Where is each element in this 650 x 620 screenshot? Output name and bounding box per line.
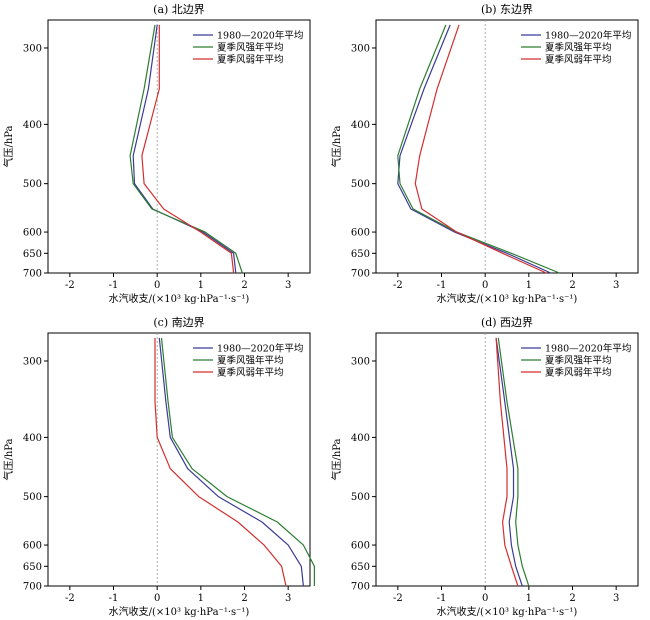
x-tick-label: 2: [241, 280, 247, 291]
y-axis-label: 气压/hPa: [330, 438, 343, 480]
x-tick-label: -2: [393, 280, 403, 291]
plot-frame: [47, 332, 311, 587]
x-tick-label: -2: [65, 593, 75, 604]
x-tick-label: 1: [198, 593, 204, 604]
y-tick-label: 600: [23, 541, 42, 552]
x-tick-label: 3: [285, 280, 291, 291]
y-tick-label: 400: [23, 433, 42, 444]
chart-panel-1: (a) 北边界 -2 -1 0 1 2 3 300 400 500 600 650 700 水汽收支/(×…: [2, 3, 311, 305]
chart-title: (b) 东边界: [481, 3, 533, 16]
x-axis-label: 水汽收支/(×10³ kg·hPa⁻¹·s⁻¹): [437, 292, 578, 305]
y-tick-label: 600: [351, 541, 370, 552]
series-line-2: [160, 337, 315, 586]
y-tick-label: 300: [351, 43, 370, 54]
y-tick-label: 650: [23, 562, 42, 573]
legend-label: 夏季风强年平均: [217, 355, 284, 367]
series-line-2: [397, 24, 560, 274]
chart-title: (a) 北边界: [153, 3, 205, 16]
y-tick-label: 300: [23, 43, 42, 54]
x-tick-label: 1: [526, 280, 532, 291]
y-tick-label: 300: [351, 356, 370, 367]
y-tick-label: 500: [351, 179, 370, 190]
y-tick-label: 700: [23, 582, 42, 593]
x-tick-label: 2: [241, 593, 247, 604]
series-line-1: [397, 24, 551, 274]
y-tick-label: 500: [23, 492, 42, 503]
x-tick-label: 3: [285, 593, 291, 604]
y-tick-label: 400: [23, 120, 42, 131]
chart-panel-2: (b) 东边界 -2 -1 0 1 2 3 300 400 500 600 650 700 水汽收支/(×…: [330, 3, 639, 305]
x-tick-label: -1: [109, 593, 119, 604]
x-tick-label: -1: [109, 280, 119, 291]
legend-label: 1980—2020年平均: [217, 343, 303, 355]
y-tick-label: 500: [23, 179, 42, 190]
y-tick-label: 500: [351, 492, 370, 503]
x-tick-label: 0: [482, 593, 488, 604]
x-tick-label: -2: [393, 593, 403, 604]
series-line-3: [141, 24, 235, 274]
y-tick-label: 600: [23, 228, 42, 239]
series-line-3: [495, 337, 519, 587]
plot-frame: [375, 19, 639, 274]
chart-title: (d) 西边界: [481, 316, 533, 329]
chart-panel-3: (c) 南边界 -2 -1 0 1 2 3 300 400 500 600 650 700 水汽收支/(×…: [2, 316, 315, 618]
x-tick-label: 3: [613, 280, 619, 291]
chart-title: (c) 南边界: [153, 316, 204, 329]
legend-label: 1980—2020年平均: [545, 343, 631, 355]
y-axis-label: 气压/hPa: [330, 125, 343, 167]
chart-panel-4: (d) 西边界 -2 -1 0 1 2 3 300 400 500 600 650 700 水汽收支/(×…: [330, 316, 639, 618]
y-tick-label: 650: [23, 249, 42, 260]
x-tick-label: 1: [526, 593, 532, 604]
legend-label: 夏季风强年平均: [545, 42, 612, 54]
y-tick-label: 650: [351, 249, 370, 260]
x-axis-label: 水汽收支/(×10³ kg·hPa⁻¹·s⁻¹): [437, 605, 578, 618]
x-tick-label: -1: [437, 593, 447, 604]
legend-label: 夏季风弱年平均: [217, 367, 284, 379]
series-line-1: [132, 24, 237, 274]
legend-label: 夏季风弱年平均: [545, 54, 612, 66]
y-tick-label: 650: [351, 562, 370, 573]
y-axis-label: 气压/hPa: [2, 438, 15, 480]
legend-label: 夏季风强年平均: [545, 355, 612, 367]
series-line-3: [414, 24, 547, 274]
y-axis-label: 气压/hPa: [2, 125, 15, 167]
x-tick-label: -1: [437, 280, 447, 291]
legend-label: 夏季风弱年平均: [545, 367, 612, 379]
x-tick-label: 2: [569, 280, 575, 291]
y-tick-label: 600: [351, 228, 370, 239]
x-axis-label: 水汽收支/(×10³ kg·hPa⁻¹·s⁻¹): [109, 605, 250, 618]
series-line-1: [158, 337, 304, 587]
y-tick-label: 700: [351, 582, 370, 593]
plot-frame: [47, 19, 311, 274]
series-line-1: [495, 337, 523, 587]
x-tick-label: 0: [482, 280, 488, 291]
x-tick-label: 1: [198, 280, 204, 291]
x-tick-label: -2: [65, 280, 75, 291]
legend-label: 1980—2020年平均: [217, 30, 303, 42]
legend-label: 夏季风弱年平均: [217, 54, 284, 66]
y-tick-label: 700: [351, 269, 370, 280]
x-axis-label: 水汽收支/(×10³ kg·hPa⁻¹·s⁻¹): [109, 292, 250, 305]
x-tick-label: 2: [569, 593, 575, 604]
legend-label: 1980—2020年平均: [545, 30, 631, 42]
x-tick-label: 3: [613, 593, 619, 604]
y-tick-label: 700: [23, 269, 42, 280]
series-line-2: [129, 24, 243, 274]
plot-frame: [375, 332, 639, 587]
x-tick-label: 0: [154, 593, 160, 604]
y-tick-label: 400: [351, 433, 370, 444]
y-tick-label: 300: [23, 356, 42, 367]
y-tick-label: 400: [351, 120, 370, 131]
series-line-2: [497, 337, 530, 587]
x-tick-label: 0: [154, 280, 160, 291]
legend-label: 夏季风强年平均: [217, 42, 284, 54]
series-line-3: [154, 337, 287, 587]
